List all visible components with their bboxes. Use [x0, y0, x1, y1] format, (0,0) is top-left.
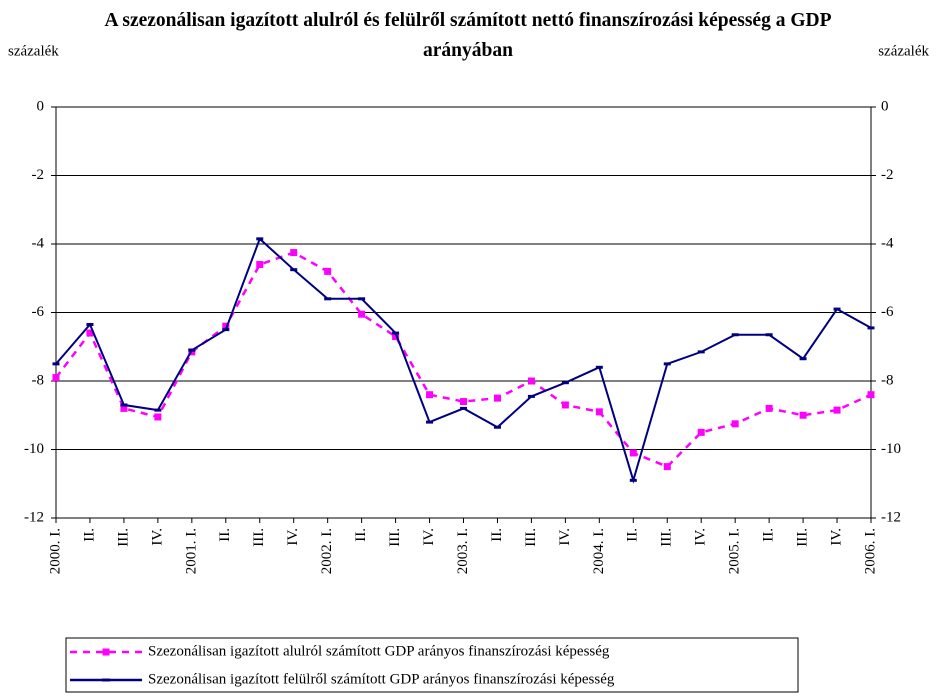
- x-tick-label: 2006. I.: [862, 528, 878, 574]
- legend-label: Szezonálisan igazított alulról számított…: [148, 643, 610, 659]
- point-marker: [731, 420, 739, 428]
- series-line: [55, 251, 872, 469]
- y2-tick-label: -6: [881, 304, 894, 320]
- point-marker: [324, 267, 332, 275]
- chart-title: A szezonálisan igazított alulról és felü…: [104, 10, 832, 61]
- point-marker: [154, 413, 162, 421]
- x-tick-label: 2003. I.: [455, 528, 471, 574]
- point-marker: [527, 377, 535, 385]
- y2-tick-label: -10: [881, 441, 901, 457]
- x-tick-label: IV.: [828, 528, 844, 546]
- point-marker: [392, 332, 400, 340]
- point-marker: [120, 404, 128, 412]
- x-tick-label: III.: [387, 528, 403, 547]
- x-tick-label: IV.: [285, 528, 301, 546]
- point-marker: [290, 249, 298, 257]
- point-marker: [765, 404, 773, 412]
- point-marker: [86, 329, 94, 337]
- point-marker: [493, 394, 501, 402]
- y-tick-label: -6: [32, 304, 45, 320]
- x-tick-label: 2002. I.: [319, 528, 335, 574]
- x-tick-label: III.: [523, 528, 539, 547]
- point-marker: [799, 411, 807, 419]
- y-tick-label: -8: [32, 372, 45, 388]
- point-marker: [222, 322, 230, 330]
- x-tick-label: II.: [625, 528, 641, 542]
- y2-tick-label: -2: [881, 167, 894, 183]
- series-line: [55, 237, 872, 484]
- x-tick-label: 2005. I.: [727, 528, 743, 574]
- x-tick-label: III.: [659, 528, 675, 547]
- point-marker: [629, 449, 637, 457]
- x-tick-label: 2001. I.: [183, 528, 199, 574]
- y2-tick-label: -8: [881, 372, 894, 388]
- point-marker: [358, 310, 366, 318]
- x-tick-label: II.: [761, 528, 777, 542]
- x-tick-label: III.: [115, 528, 131, 547]
- point-marker: [833, 406, 841, 414]
- point-marker: [460, 398, 467, 406]
- legend-label: Szezonálisan igazított felülről számítot…: [148, 671, 615, 687]
- x-tick-label: II.: [489, 528, 505, 542]
- point-marker: [52, 374, 60, 382]
- y-axis-label: százalék: [8, 43, 59, 59]
- y-tick-label: -10: [24, 441, 44, 457]
- point-marker: [663, 463, 671, 471]
- x-tick-label: II.: [81, 528, 97, 542]
- x-tick-label: IV.: [557, 528, 573, 546]
- x-tick-label: IV.: [421, 528, 437, 546]
- y2-axis-label: százalék: [878, 43, 929, 59]
- y2-tick-label: 0: [881, 98, 889, 114]
- legend-box: [65, 637, 799, 693]
- x-tick-label: IV.: [693, 528, 709, 546]
- x-tick-label: IV.: [149, 528, 165, 546]
- y-tick-label: -12: [24, 509, 44, 525]
- x-tick-label: 2000. I.: [47, 528, 63, 574]
- point-marker: [256, 261, 264, 269]
- y-tick-label: 0: [37, 98, 45, 114]
- x-tick-label: II.: [217, 528, 233, 542]
- point-marker: [697, 428, 705, 436]
- x-tick-label: III.: [251, 528, 267, 547]
- point-marker: [867, 391, 875, 399]
- legend-marker: [102, 648, 110, 656]
- point-marker: [426, 391, 434, 399]
- y-tick-label: -4: [32, 235, 45, 251]
- x-tick-label: III.: [795, 528, 811, 547]
- y-tick-label: -2: [32, 167, 45, 183]
- point-marker: [595, 408, 603, 416]
- x-tick-label: 2004. I.: [591, 528, 607, 574]
- y2-tick-label: -4: [881, 235, 894, 251]
- y2-tick-label: -12: [881, 509, 901, 525]
- point-marker: [561, 401, 569, 409]
- x-tick-label: II.: [353, 528, 369, 542]
